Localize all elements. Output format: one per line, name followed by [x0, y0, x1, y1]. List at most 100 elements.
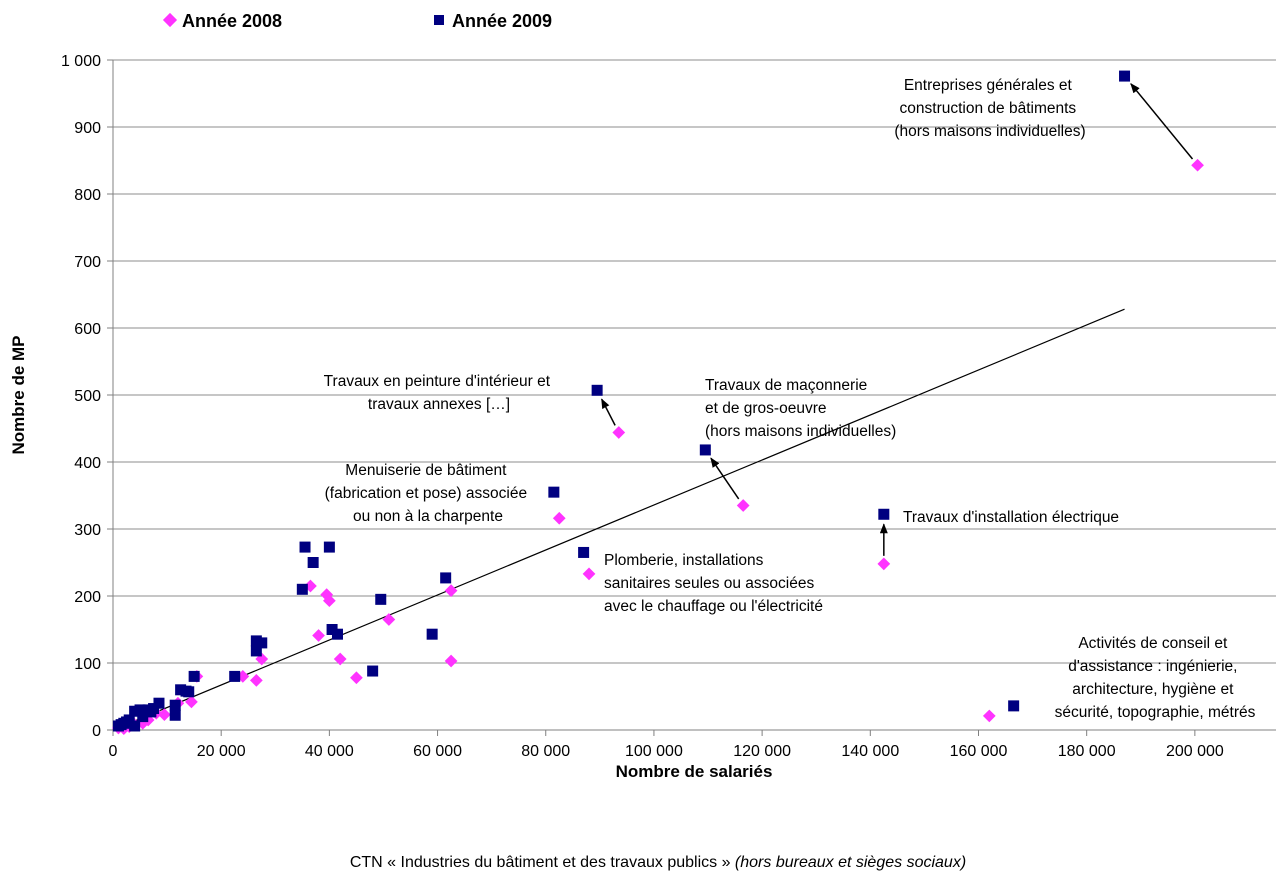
annotation-line: d'assistance : ingénierie,	[1068, 658, 1237, 675]
legend-item-2009: Année 2009	[434, 11, 552, 31]
data-point	[323, 541, 335, 553]
x-tick-labels: 0 20 000 40 000 60 000 80 000 100 000 120 000 1…	[109, 743, 1224, 760]
y-tick-label: 0	[92, 723, 101, 740]
annotations: Entreprises générales et construction de…	[324, 77, 1256, 721]
x-tick-label: 100 000	[625, 743, 683, 760]
data-point	[112, 720, 124, 732]
annotation-line: (hors maisons individuelles)	[894, 123, 1085, 140]
x-tick-label: 140 000	[841, 743, 899, 760]
y-tick-labels: 0 100 200 300 400 500 600 700 800 900 1 000	[61, 53, 101, 740]
data-point	[548, 486, 560, 498]
data-point	[1008, 700, 1020, 712]
caption-italic: (hors bureaux et sièges sociaux)	[735, 854, 966, 871]
data-point	[185, 695, 198, 709]
legend-item-2008: Année 2008	[162, 11, 282, 31]
x-tick-label: 0	[109, 743, 118, 760]
data-point	[699, 444, 711, 456]
data-point	[552, 511, 566, 525]
data-point	[382, 613, 396, 626]
annotation-line: construction de bâtiments	[900, 100, 1077, 117]
annotation-line: (fabrication et pose) associée	[325, 485, 527, 502]
annotation-line: sanitaires seules ou associées	[604, 575, 814, 592]
data-point	[444, 584, 458, 598]
legend-marker-square-icon	[434, 15, 444, 25]
y-tick-label: 700	[74, 254, 101, 271]
annotation-line: Travaux de maçonnerie	[705, 377, 867, 394]
annotation-line: Travaux d'installation électrique	[903, 509, 1119, 526]
annotation-line: (hors maisons individuelles)	[705, 423, 896, 440]
y-tick-label: 600	[74, 321, 101, 338]
data-point	[145, 706, 157, 718]
axes	[112, 60, 1276, 731]
chart-caption: CTN « Industries du bâtiment et des trav…	[350, 854, 966, 871]
annotation-line: avec le chauffage ou l'électricité	[604, 598, 823, 615]
y-tick-label: 800	[74, 187, 101, 204]
data-point	[249, 674, 263, 687]
x-tick-label: 180 000	[1058, 743, 1116, 760]
data-point	[582, 567, 596, 581]
data-point	[440, 572, 452, 584]
annotation-arrow	[601, 398, 616, 426]
y-tick-label: 100	[74, 656, 101, 673]
annotation-arrow	[1130, 83, 1194, 160]
y-tick-label: 400	[74, 455, 101, 472]
annotation-line: sécurité, topographie, métrés	[1055, 704, 1256, 721]
data-point	[299, 541, 311, 553]
data-point	[307, 557, 319, 568]
y-tick-label: 1 000	[61, 53, 101, 70]
x-tick-label: 160 000	[950, 743, 1008, 760]
data-point	[250, 645, 262, 657]
x-axis-title: Nombre de salariés	[616, 762, 773, 781]
x-tick-label: 200 000	[1166, 743, 1224, 760]
legend-label-2008: Année 2008	[182, 11, 282, 31]
y-tick-label: 200	[74, 589, 101, 606]
data-point	[877, 557, 891, 571]
annotation-line: Activités de conseil et	[1078, 635, 1228, 652]
data-point	[296, 583, 308, 595]
caption-normal: CTN « Industries du bâtiment et des trav…	[350, 854, 731, 871]
data-point	[375, 593, 387, 605]
y-tick-label: 500	[74, 388, 101, 405]
annotation-line: architecture, hygiène et	[1072, 681, 1234, 698]
legend: Année 2008 Année 2009	[162, 11, 552, 31]
data-point	[612, 426, 626, 439]
series-2009	[112, 70, 1131, 732]
annotation-arrows	[601, 83, 1194, 556]
data-point	[183, 686, 195, 698]
annotation-line: Plomberie, installations	[604, 552, 764, 569]
data-points	[112, 70, 1204, 736]
data-point	[426, 628, 438, 640]
data-point	[256, 637, 268, 649]
data-point	[736, 499, 750, 512]
data-point	[367, 665, 379, 677]
legend-marker-diamond-icon	[162, 12, 178, 28]
y-tick-label: 300	[74, 522, 101, 539]
data-point	[444, 654, 458, 668]
trendline	[112, 308, 1125, 731]
annotation-travaux-maconnerie: Travaux de maçonnerie et de gros-oeuvre …	[705, 377, 896, 440]
data-point	[169, 709, 181, 721]
annotation-travaux-peinture: Travaux en peinture d'intérieur et trava…	[324, 373, 555, 413]
data-point	[188, 670, 200, 682]
legend-label-2009: Année 2009	[452, 11, 552, 31]
series-2008	[112, 158, 1204, 736]
x-tick-label: 80 000	[521, 743, 570, 760]
annotation-line: Entreprises générales et	[904, 77, 1073, 94]
data-point	[331, 628, 343, 640]
x-tick-label: 40 000	[305, 743, 354, 760]
data-point	[229, 670, 241, 682]
gridlines	[107, 59, 1276, 736]
x-tick-label: 120 000	[733, 743, 791, 760]
data-point	[169, 699, 181, 711]
data-point	[1119, 70, 1131, 82]
x-tick-label: 60 000	[413, 743, 462, 760]
y-axis-title: Nombre de MP	[9, 335, 28, 454]
data-point	[878, 508, 890, 520]
annotation-activites-conseil: Activités de conseil et d'assistance : i…	[1055, 635, 1256, 721]
data-point	[175, 684, 187, 696]
data-point	[137, 711, 149, 723]
annotation-entreprises-generales: Entreprises générales et construction de…	[894, 77, 1085, 140]
annotation-installation-electrique: Travaux d'installation électrique	[903, 509, 1119, 526]
data-point	[350, 671, 363, 685]
